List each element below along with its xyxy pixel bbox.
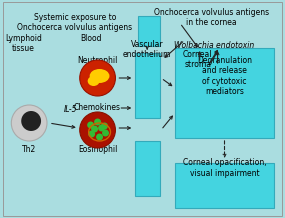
Text: Eosinophil: Eosinophil bbox=[78, 145, 117, 154]
Circle shape bbox=[102, 129, 109, 136]
Text: Corneal
stroma: Corneal stroma bbox=[183, 50, 213, 69]
Text: Vascular
endothelium: Vascular endothelium bbox=[123, 40, 171, 59]
Circle shape bbox=[98, 124, 105, 131]
Circle shape bbox=[11, 105, 47, 141]
Bar bbox=[175, 48, 274, 138]
Text: Lymphoid
tissue: Lymphoid tissue bbox=[5, 34, 42, 53]
Text: Blood: Blood bbox=[80, 34, 101, 43]
Text: Neutrophil: Neutrophil bbox=[78, 56, 118, 65]
Bar bbox=[135, 141, 160, 196]
Circle shape bbox=[91, 126, 98, 133]
Ellipse shape bbox=[88, 76, 99, 86]
Text: Th2: Th2 bbox=[22, 145, 36, 154]
Text: Onchocerca volvulus antigens
in the cornea: Onchocerca volvulus antigens in the corn… bbox=[154, 8, 269, 27]
Circle shape bbox=[80, 60, 115, 96]
Text: Degranulation
and release
of cytotoxic
mediators: Degranulation and release of cytotoxic m… bbox=[197, 56, 252, 96]
Bar bbox=[135, 53, 160, 118]
Circle shape bbox=[96, 133, 103, 140]
Text: Systemic exposure to
Onchocerca volvulus antigens: Systemic exposure to Onchocerca volvulus… bbox=[17, 13, 132, 32]
Circle shape bbox=[94, 119, 101, 126]
Circle shape bbox=[87, 121, 94, 128]
Text: IL-5: IL-5 bbox=[64, 105, 78, 114]
Bar bbox=[138, 16, 160, 46]
Text: Chemokines: Chemokines bbox=[74, 103, 121, 112]
Text: Wolbachia endotoxin: Wolbachia endotoxin bbox=[174, 41, 255, 50]
Circle shape bbox=[21, 111, 41, 131]
Bar bbox=[175, 163, 274, 208]
Circle shape bbox=[80, 112, 115, 148]
Text: Corneal opacification,
visual impairment: Corneal opacification, visual impairment bbox=[183, 158, 266, 178]
Ellipse shape bbox=[90, 69, 109, 83]
Circle shape bbox=[88, 131, 95, 138]
Circle shape bbox=[101, 123, 108, 129]
